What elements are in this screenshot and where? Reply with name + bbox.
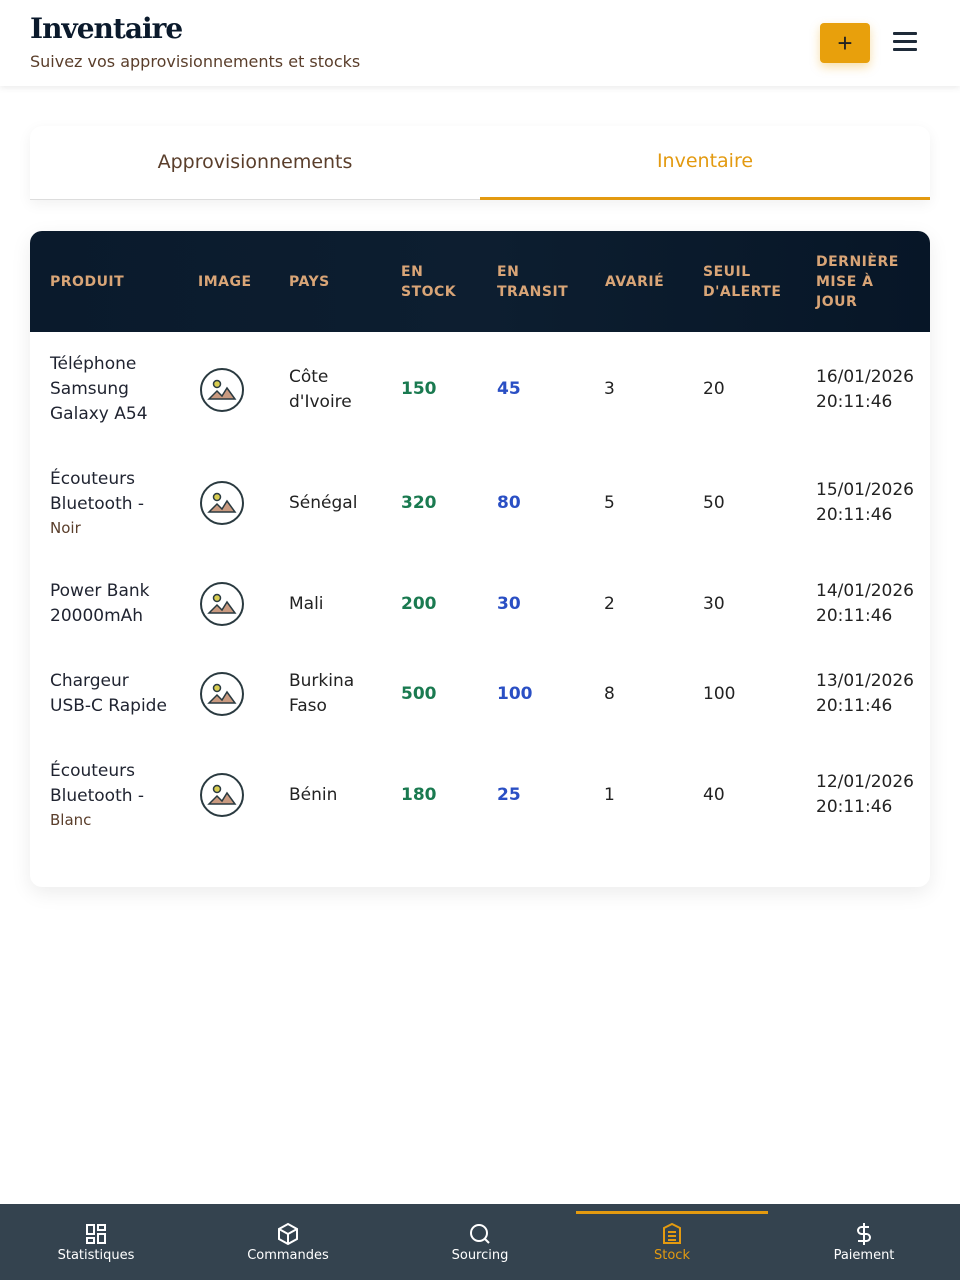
avarie-cell: 1 xyxy=(604,784,615,805)
table-row[interactable]: Power Bank 20000mAh Mali 200 30 2 30 14/01/202… xyxy=(30,559,930,649)
image-placeholder-icon[interactable] xyxy=(200,481,244,525)
product-name: Chargeur USB-C Rapide xyxy=(50,671,167,716)
tab-bar: Approvisionnements Inventaire xyxy=(30,126,930,200)
date-cell: 14/01/2026 20:11:46 xyxy=(816,581,914,626)
pays-cell: Côte d'Ivoire xyxy=(289,366,352,412)
product-cell: Power Bank 20000mAh xyxy=(50,559,170,649)
inventory-table: PRODUIT IMAGE PAYS EN STOCK EN TRANSIT A… xyxy=(30,231,930,887)
col-pays: PAYS xyxy=(289,273,330,290)
nav-label: Sourcing xyxy=(451,1248,509,1263)
col-seuil: SEUIL D'ALERTE xyxy=(703,263,782,300)
date-cell: 13/01/2026 20:11:46 xyxy=(816,671,914,716)
date-cell: 15/01/2026 20:11:46 xyxy=(816,480,914,525)
product-cell: Écouteurs Bluetooth - Blanc xyxy=(50,739,170,851)
nav-label: Paiement xyxy=(833,1248,895,1263)
image-placeholder-icon[interactable] xyxy=(200,582,244,626)
table-body: Téléphone Samsung Galaxy A54 Côte d'Ivoir… xyxy=(30,332,930,851)
image-placeholder-icon[interactable] xyxy=(200,672,244,716)
table-row[interactable]: Téléphone Samsung Galaxy A54 Côte d'Ivoir… xyxy=(30,332,930,447)
nav-stock[interactable]: Stock xyxy=(576,1204,768,1280)
image-cell xyxy=(200,447,244,559)
col-transit: EN TRANSIT xyxy=(497,263,569,300)
product-name: Écouteurs Bluetooth - xyxy=(50,469,145,514)
image-placeholder-icon[interactable] xyxy=(200,773,244,817)
stock-cell: 150 xyxy=(401,379,437,399)
pays-cell: Burkina Faso xyxy=(289,671,355,716)
page-subtitle: Suivez vos approvisionnements et stocks xyxy=(30,52,361,71)
col-date: DERNIÈRE MISE À JOUR xyxy=(816,253,899,310)
table-row[interactable]: Écouteurs Bluetooth - Blanc Bénin 180 25 1 40 1… xyxy=(30,739,930,851)
date-cell: 12/01/2026 20:11:46 xyxy=(816,772,914,817)
add-button[interactable]: + xyxy=(820,23,870,63)
product-cell: Écouteurs Bluetooth - Noir xyxy=(50,447,170,559)
avarie-cell: 5 xyxy=(604,492,615,513)
seuil-cell: 30 xyxy=(703,593,725,614)
stock-cell: 320 xyxy=(401,492,437,513)
transit-cell: 100 xyxy=(497,683,533,704)
product-cell: Téléphone Samsung Galaxy A54 xyxy=(50,332,170,447)
pays-cell: Mali xyxy=(289,593,324,614)
nav-statistiques[interactable]: Statistiques xyxy=(0,1204,192,1280)
col-image: IMAGE xyxy=(198,273,252,290)
nav-label: Stock xyxy=(654,1248,690,1263)
table-row[interactable]: Écouteurs Bluetooth - Noir Sénégal 320 80 5 50… xyxy=(30,447,930,559)
product-name: Écouteurs Bluetooth - xyxy=(50,761,145,806)
image-placeholder-icon[interactable] xyxy=(200,367,244,412)
col-avarie: AVARIÉ xyxy=(605,273,665,290)
stock-cell: 500 xyxy=(401,683,437,704)
transit-cell: 80 xyxy=(497,492,521,513)
product-name: Téléphone Samsung Galaxy A54 xyxy=(50,354,148,424)
date-cell: 16/01/2026 20:11:46 xyxy=(816,366,914,412)
avarie-cell: 3 xyxy=(604,379,615,399)
archive-icon xyxy=(663,1222,681,1244)
transit-cell: 30 xyxy=(497,593,521,614)
nav-paiement[interactable]: Paiement xyxy=(768,1204,960,1280)
table-row[interactable]: Chargeur USB-C Rapide Burkina Faso 500 100 8… xyxy=(30,649,930,739)
nav-commandes[interactable]: Commandes xyxy=(192,1204,384,1280)
tab-approvisionnements[interactable]: Approvisionnements xyxy=(30,126,480,200)
product-cell: Chargeur USB-C Rapide xyxy=(50,649,170,739)
seuil-cell: 100 xyxy=(703,683,736,704)
seuil-cell: 50 xyxy=(703,492,725,513)
product-variant: Blanc xyxy=(50,811,92,829)
image-cell xyxy=(200,649,244,739)
avarie-cell: 2 xyxy=(604,593,615,614)
page-title: Inventaire xyxy=(30,12,183,45)
product-name: Power Bank 20000mAh xyxy=(50,581,150,626)
seuil-cell: 20 xyxy=(703,379,725,399)
avarie-cell: 8 xyxy=(604,683,615,704)
nav-label: Commandes xyxy=(247,1248,329,1263)
image-cell xyxy=(200,739,244,851)
transit-cell: 45 xyxy=(497,379,521,399)
nav-label: Statistiques xyxy=(57,1248,135,1263)
tab-inventaire[interactable]: Inventaire xyxy=(480,126,930,200)
transit-cell: 25 xyxy=(497,784,521,805)
search-icon xyxy=(470,1224,490,1244)
col-stock: EN STOCK xyxy=(401,263,457,300)
dollar-icon xyxy=(857,1223,871,1245)
product-variant: Noir xyxy=(50,519,81,537)
stock-cell: 180 xyxy=(401,784,437,805)
table-header: PRODUIT IMAGE PAYS EN STOCK EN TRANSIT A… xyxy=(30,231,930,332)
menu-icon[interactable] xyxy=(893,32,917,52)
dashboard-icon xyxy=(86,1224,106,1244)
pays-cell: Bénin xyxy=(289,784,338,805)
image-cell xyxy=(200,559,244,649)
app-header: Inventaire Suivez vos approvisionnements… xyxy=(0,0,960,86)
package-icon xyxy=(278,1222,298,1246)
bottom-nav: Statistiques Commandes Sourcing Stock Pa… xyxy=(0,1204,960,1280)
pays-cell: Sénégal xyxy=(289,492,358,513)
seuil-cell: 40 xyxy=(703,784,725,805)
nav-sourcing[interactable]: Sourcing xyxy=(384,1204,576,1280)
col-produit: PRODUIT xyxy=(50,273,125,290)
image-cell xyxy=(200,332,244,447)
stock-cell: 200 xyxy=(401,593,437,614)
